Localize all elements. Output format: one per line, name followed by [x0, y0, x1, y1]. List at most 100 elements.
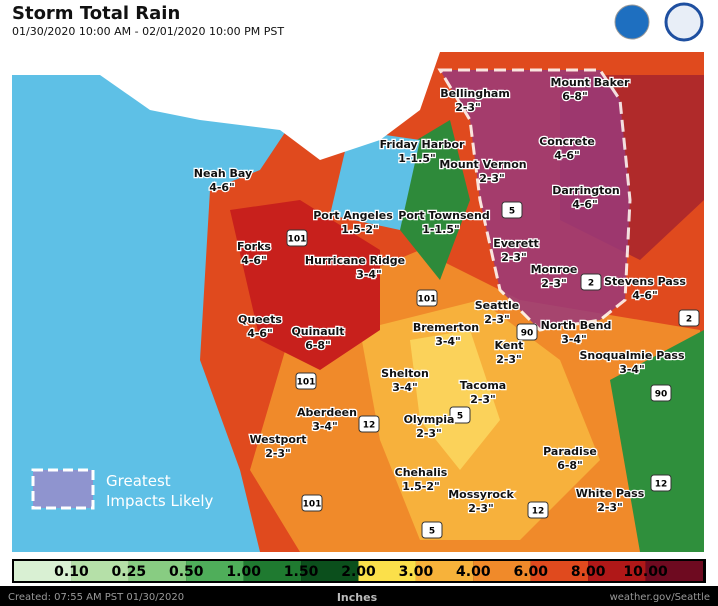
place-name: White Pass — [576, 487, 645, 500]
colorbar-swatch — [530, 561, 589, 581]
place-amount: 3-4" — [312, 420, 338, 433]
colorbar-swatch — [243, 561, 302, 581]
colorbar-label: 4.00 — [456, 564, 491, 580]
colorbar-label: 3.00 — [399, 564, 434, 580]
colorbar-swatch — [71, 561, 129, 581]
place-amount: 4-6" — [554, 149, 580, 162]
place-name: Mount Baker — [551, 76, 631, 89]
place-name: Queets — [238, 313, 282, 326]
place-name: Darrington — [552, 184, 620, 197]
place-name: Neah Bay — [194, 167, 252, 180]
place-name: Port Townsend — [398, 209, 489, 222]
colorbar-label: 1.50 — [284, 564, 319, 580]
map — [12, 52, 704, 552]
place-amount: 1-1.5" — [398, 152, 435, 165]
colorbar-label: 0.10 — [54, 564, 89, 580]
highway-number: 101 — [418, 295, 437, 305]
place-amount: 6-8" — [557, 459, 583, 472]
place-amount: 4-6" — [247, 327, 273, 340]
place-amount: 2-3" — [501, 251, 527, 264]
title: Storm Total Rain — [12, 3, 180, 24]
colorbar-label: 0.50 — [169, 564, 204, 580]
place-amount: 2-3" — [541, 277, 567, 290]
place-name: Shelton — [381, 367, 429, 380]
highway-number: 12 — [655, 480, 668, 490]
place-name: Everett — [493, 237, 539, 250]
colorbar-label: 8.00 — [571, 564, 606, 580]
place-name: Mossyrock — [448, 488, 514, 501]
place-name: Concrete — [539, 135, 595, 148]
place-name: Olympia — [404, 413, 455, 426]
place-amount: 2-3" — [597, 501, 623, 514]
place-amount: 1.5-2" — [341, 223, 378, 236]
place-name: Port Angeles — [313, 209, 393, 222]
highway-shield — [301, 494, 323, 512]
noaa-logo — [614, 4, 650, 40]
highway-shield — [501, 201, 523, 219]
place-amount: 2-3" — [484, 313, 510, 326]
highway-shield — [295, 372, 317, 390]
place-name: Mount Vernon — [439, 158, 526, 171]
site: weather.gov/Seattle — [610, 592, 710, 603]
place-name: Aberdeen — [297, 406, 357, 419]
place-amount: 3-4" — [356, 268, 382, 281]
highway-shield — [527, 501, 549, 519]
unit: Inches — [337, 591, 378, 604]
highway-shield — [421, 521, 443, 539]
nws-logo — [664, 2, 704, 42]
place-name: Chehalis — [395, 466, 448, 479]
place-amount: 2-3" — [416, 427, 442, 440]
colorbar-label: 10.00 — [623, 564, 668, 580]
place-name: Forks — [237, 240, 271, 253]
colorbar-swatch — [415, 561, 474, 581]
highway-shield — [358, 415, 380, 433]
highway-shield — [678, 309, 700, 327]
highway-number: 2 — [686, 315, 692, 325]
colorbar-swatch — [301, 561, 359, 581]
colorbar-swatch — [358, 561, 416, 581]
place-name: Bremerton — [413, 321, 479, 334]
highway-number: 12 — [532, 507, 545, 517]
place-name: Westport — [249, 433, 306, 446]
place-name: Seattle — [475, 299, 520, 312]
place-amount: 1-1.5" — [422, 223, 459, 236]
place-amount: 4-6" — [572, 198, 598, 211]
legend-text: Greatest — [106, 472, 171, 490]
place-name: Kent — [495, 339, 524, 352]
highway-shield — [416, 289, 438, 307]
colorbar-swatch — [128, 561, 187, 581]
place-amount: 6-8" — [305, 339, 331, 352]
place-amount: 3-4" — [435, 335, 461, 348]
colorbar-swatch — [645, 561, 703, 581]
place-amount: 1.5-2" — [402, 480, 439, 493]
subtitle: 01/30/2020 10:00 AM - 02/01/2020 10:00 P… — [12, 25, 284, 38]
place-name: Tacoma — [460, 379, 506, 392]
place-amount: 2-3" — [470, 393, 496, 406]
highway-number: 12 — [363, 421, 376, 431]
colorbar-label: 1.00 — [226, 564, 261, 580]
place-name: Hurricane Ridge — [305, 254, 405, 267]
place-amount: 2-3" — [455, 101, 481, 114]
place-name: North Bend — [541, 319, 612, 332]
place-amount: 2-3" — [265, 447, 291, 460]
highway-number: 5 — [509, 207, 515, 217]
place-amount: 4-6" — [632, 289, 658, 302]
place-name: Bellingham — [440, 87, 510, 100]
place-amount: 3-4" — [619, 363, 645, 376]
place-amount: 2-3" — [468, 502, 494, 515]
place-name: Quinault — [291, 325, 344, 338]
colorbar-swatch — [14, 561, 72, 581]
highway-number: 5 — [429, 527, 435, 537]
place-amount: 3-4" — [561, 333, 587, 346]
colorbar-label: 0.25 — [112, 564, 147, 580]
place-amount: 4-6" — [209, 181, 235, 194]
highway-shield — [580, 273, 602, 291]
highway-shield — [286, 229, 308, 247]
highway-shield — [650, 474, 672, 492]
highway-number: 101 — [303, 500, 322, 510]
place-name: Paradise — [543, 445, 597, 458]
colorbar-swatch — [588, 561, 646, 581]
place-amount: 3-4" — [392, 381, 418, 394]
place-amount: 4-6" — [241, 254, 267, 267]
highway-number: 101 — [297, 378, 316, 388]
